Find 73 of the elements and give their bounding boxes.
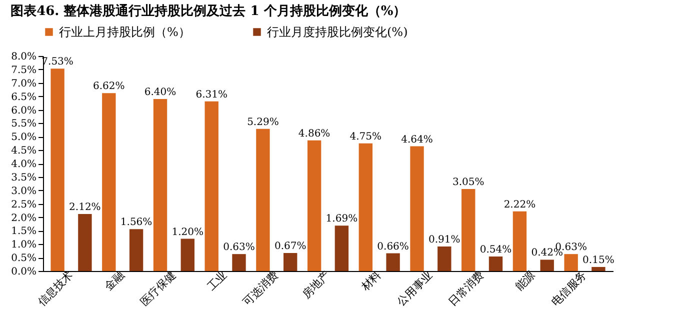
bar bbox=[386, 253, 400, 271]
data-label: 2.22% bbox=[504, 199, 536, 210]
bar bbox=[102, 93, 116, 271]
data-label: 0.91% bbox=[428, 234, 460, 246]
data-label: 4.86% bbox=[298, 128, 330, 140]
bar bbox=[540, 260, 554, 271]
data-label: 4.75% bbox=[350, 131, 382, 142]
x-tick-label: 日常消费 bbox=[446, 268, 486, 309]
y-tick-label: 2.5% bbox=[11, 199, 36, 210]
data-label: 6.40% bbox=[144, 87, 176, 98]
data-label: 2.12% bbox=[69, 202, 101, 214]
bar bbox=[50, 68, 64, 271]
data-label: 0.15% bbox=[582, 254, 614, 266]
y-tick-label: 5.0% bbox=[11, 132, 36, 144]
bar bbox=[307, 140, 322, 271]
data-label: 6.62% bbox=[93, 81, 125, 92]
x-tick-label: 能源 bbox=[512, 268, 538, 294]
bar bbox=[180, 238, 194, 271]
bar bbox=[410, 146, 424, 271]
bar bbox=[438, 246, 452, 271]
y-tick-label: 5.5% bbox=[11, 118, 36, 130]
y-tick-label: 8.0% bbox=[11, 52, 36, 62]
data-label: 6.31% bbox=[196, 89, 228, 100]
y-tick-label: 7.0% bbox=[11, 78, 36, 90]
data-label: 1.20% bbox=[172, 226, 204, 238]
data-label: 0.66% bbox=[377, 241, 409, 252]
legend-label: 行业上月持股比例（%） bbox=[59, 25, 190, 39]
bar bbox=[78, 214, 92, 271]
y-tick-label: 2.0% bbox=[11, 212, 36, 224]
x-tick-label: 工业 bbox=[204, 268, 230, 294]
bar bbox=[358, 143, 373, 271]
y-tick-label: 7.5% bbox=[11, 64, 36, 76]
x-tick-label: 信息技术 bbox=[35, 268, 76, 309]
x-tick-label: 房地产 bbox=[300, 268, 332, 302]
data-label: 4.64% bbox=[401, 134, 433, 146]
x-tick-label: 金融 bbox=[102, 268, 127, 294]
data-label: 0.54% bbox=[480, 244, 512, 256]
legend-label: 行业月度持股比例变化(%) bbox=[267, 25, 408, 39]
y-tick-label: 3.0% bbox=[11, 186, 36, 197]
y-tick-label: 1.0% bbox=[11, 240, 36, 251]
y-tick-label: 0.5% bbox=[11, 253, 36, 264]
data-label: 1.69% bbox=[326, 214, 358, 225]
x-tick-label: 可选消费 bbox=[240, 268, 281, 309]
data-label: 1.56% bbox=[120, 217, 152, 228]
bar bbox=[283, 252, 298, 271]
x-tick-label: 材料 bbox=[358, 268, 384, 294]
bar bbox=[488, 256, 503, 271]
data-label: 0.63% bbox=[223, 242, 255, 254]
bar bbox=[512, 211, 527, 271]
y-tick-label: 4.5% bbox=[11, 146, 36, 157]
y-tick-label: 4.0% bbox=[11, 159, 36, 170]
data-label: 5.29% bbox=[247, 116, 279, 128]
x-tick-label: 医疗保健 bbox=[138, 268, 178, 309]
bar bbox=[564, 254, 578, 271]
bar bbox=[334, 226, 349, 271]
y-tick-label: 0.0% bbox=[11, 266, 36, 278]
data-label: 0.42% bbox=[531, 248, 563, 259]
data-label: 3.05% bbox=[452, 177, 484, 188]
bar bbox=[256, 128, 270, 271]
x-tick-label: 公用事业 bbox=[394, 268, 435, 309]
chart-title: 图表46. 整体港股通行业持股比例及过去 1 个月持股比例变化（%） bbox=[10, 3, 406, 19]
bar bbox=[153, 99, 168, 271]
y-tick-label: 3.5% bbox=[11, 172, 36, 184]
y-tick-label: 6.0% bbox=[11, 105, 36, 116]
bar bbox=[129, 229, 144, 271]
bar bbox=[462, 189, 476, 271]
data-label: 0.67% bbox=[274, 240, 306, 252]
y-tick-label: 1.5% bbox=[11, 226, 36, 238]
bar bbox=[232, 254, 246, 271]
bar bbox=[204, 101, 218, 271]
y-tick-label: 6.5% bbox=[11, 92, 36, 103]
bar bbox=[592, 266, 606, 271]
x-tick-label: 电信服务 bbox=[548, 268, 589, 309]
